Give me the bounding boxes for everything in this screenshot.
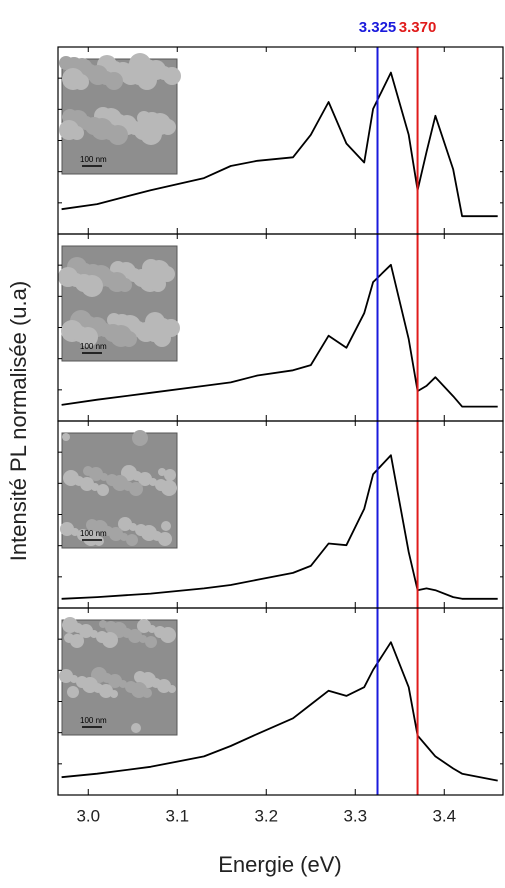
grain xyxy=(108,674,122,688)
x-tick-label: 3.3 xyxy=(343,806,367,825)
grain xyxy=(137,70,157,90)
x-tick-label: 3.1 xyxy=(165,806,189,825)
grain xyxy=(102,632,118,648)
grain xyxy=(158,468,166,476)
grain xyxy=(120,533,128,541)
grain xyxy=(149,478,157,486)
grain xyxy=(164,469,176,481)
grain xyxy=(128,629,142,643)
grain xyxy=(62,433,70,441)
x-tick-label: 3.4 xyxy=(432,806,456,825)
grain xyxy=(157,679,171,693)
spectrum-line xyxy=(61,454,498,600)
grain xyxy=(100,473,108,481)
x-axis-label: Energie (eV) xyxy=(218,852,342,877)
grain xyxy=(160,119,176,135)
y-axis-label: Intensité PL normalisée (u.a) xyxy=(6,281,31,561)
grain xyxy=(97,484,109,496)
grain xyxy=(145,636,157,648)
grain xyxy=(131,723,141,733)
grain xyxy=(89,467,103,481)
grain xyxy=(118,517,132,531)
grain xyxy=(140,123,162,145)
grain xyxy=(126,534,138,546)
grain xyxy=(121,331,137,347)
x-tick-label: 3.2 xyxy=(254,806,278,825)
grain xyxy=(161,480,177,496)
grain xyxy=(150,276,166,292)
grain xyxy=(110,690,118,698)
grain xyxy=(108,125,128,145)
grain xyxy=(59,669,73,683)
grain xyxy=(153,329,171,347)
scale-bar-label: 100 nm xyxy=(80,529,107,538)
grain xyxy=(161,521,171,531)
grain xyxy=(70,634,84,648)
scale-bar-label: 100 nm xyxy=(80,342,107,351)
grain xyxy=(81,275,103,297)
grain xyxy=(70,126,84,140)
scale-bar-label: 100 nm xyxy=(80,716,107,725)
grain xyxy=(67,686,79,698)
grain xyxy=(80,477,94,491)
grain xyxy=(78,327,98,347)
grain xyxy=(109,527,123,541)
grain xyxy=(79,624,93,638)
spectrum-line xyxy=(61,71,498,218)
spectrum-line xyxy=(61,263,498,408)
grain xyxy=(94,536,104,546)
x-tick-label: 3.0 xyxy=(76,806,100,825)
grain xyxy=(70,675,78,683)
grain xyxy=(132,430,148,446)
grain xyxy=(129,523,137,531)
grain xyxy=(137,619,151,633)
reference-label: 3.370 xyxy=(399,19,437,36)
grain xyxy=(142,688,152,698)
grain xyxy=(119,680,127,688)
grain xyxy=(73,74,89,90)
grain xyxy=(168,685,176,693)
grain xyxy=(163,67,181,85)
grain xyxy=(91,483,99,491)
grain xyxy=(138,472,152,486)
grain xyxy=(139,635,147,643)
grain xyxy=(148,625,156,633)
grain xyxy=(158,532,172,546)
grain xyxy=(90,630,98,638)
grain xyxy=(105,72,123,90)
grain xyxy=(60,522,74,536)
grain xyxy=(71,528,79,536)
grain xyxy=(118,278,132,292)
grain xyxy=(99,684,113,698)
spectrum-line xyxy=(61,641,498,782)
grain xyxy=(160,627,176,643)
reference-label: 3.325 xyxy=(359,19,397,36)
grain xyxy=(99,620,107,628)
scale-bar-label: 100 nm xyxy=(80,155,107,164)
grain xyxy=(129,482,143,496)
